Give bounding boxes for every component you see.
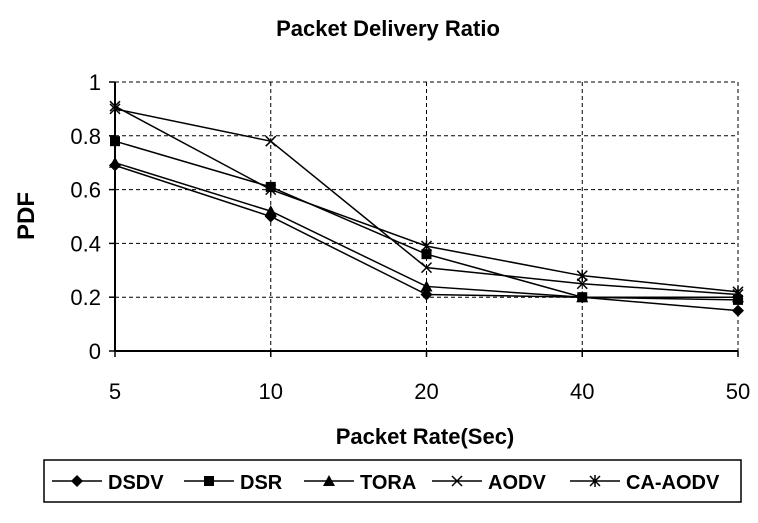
legend-marker-dsdv [71,475,83,487]
y-tick-label: 0.4 [70,231,101,256]
data-point-ca-aodv [109,100,121,113]
axes [109,81,739,357]
legend-label-dsdv: DSDV [108,472,164,494]
data-point-ca-aodv [732,285,744,298]
series-line-dsr [114,140,739,301]
data-point-tora [420,280,433,292]
legend-label-tora: TORA [360,472,416,494]
x-tick-label: 40 [570,379,594,404]
y-axis-label: PDF [13,192,40,240]
y-tick-label: 0.2 [70,285,101,310]
legend-item-aodv: AODV [432,472,546,494]
y-tick-label: 0.6 [70,178,101,203]
legend-item-tora: TORA [304,472,416,494]
legend-label-aodv: AODV [488,472,546,494]
legend-marker-dsr [204,476,214,486]
x-tick-label: 50 [726,379,750,404]
legend-item-ca-aodv: CA-AODV [570,472,720,494]
y-tick-label: 0 [89,339,101,364]
chart-title: Packet Delivery Ratio [276,16,500,41]
legend-item-dsr: DSR [184,472,283,494]
series-lines [109,100,744,317]
legend-label-dsr: DSR [240,472,283,494]
data-point-dsr [110,136,120,147]
x-tick-label: 5 [109,379,121,404]
legend-box [43,459,742,503]
data-point-dsdv [732,304,744,317]
data-point-aodv [576,278,588,290]
data-point-aodv [420,262,433,274]
legend: DSDV DSR TORA AODV CA-AODV [43,459,742,503]
legend-marker-ca-aodv [589,475,601,487]
grid [115,81,739,351]
data-point-ca-aodv [420,240,433,253]
legend-marker-aodv [451,475,463,487]
data-point-ca-aodv [576,269,588,282]
tick-labels: 0 0.2 0.4 0.6 0.8 1 5 10 20 40 50 [70,70,750,404]
data-point-dsr [421,249,432,260]
legend-marker-tora [323,475,335,486]
legend-item-dsdv: DSDV [52,472,164,494]
data-point-aodv [265,135,277,147]
data-point-dsdv [420,288,433,301]
x-tick-label: 20 [414,379,438,404]
y-tick-label: 1 [89,70,101,95]
x-tick-label: 10 [259,379,283,404]
x-axis-label: Packet Rate(Sec) [336,424,515,449]
data-point-tora [109,156,121,168]
data-point-ca-aodv [265,183,277,196]
data-point-tora [576,291,589,303]
y-tick-label: 0.8 [70,124,101,149]
data-point-tora [264,205,277,217]
series-tora [109,156,744,303]
legend-label-ca-aodv: CA-AODV [626,472,720,494]
series-ca-aodv [109,100,744,298]
